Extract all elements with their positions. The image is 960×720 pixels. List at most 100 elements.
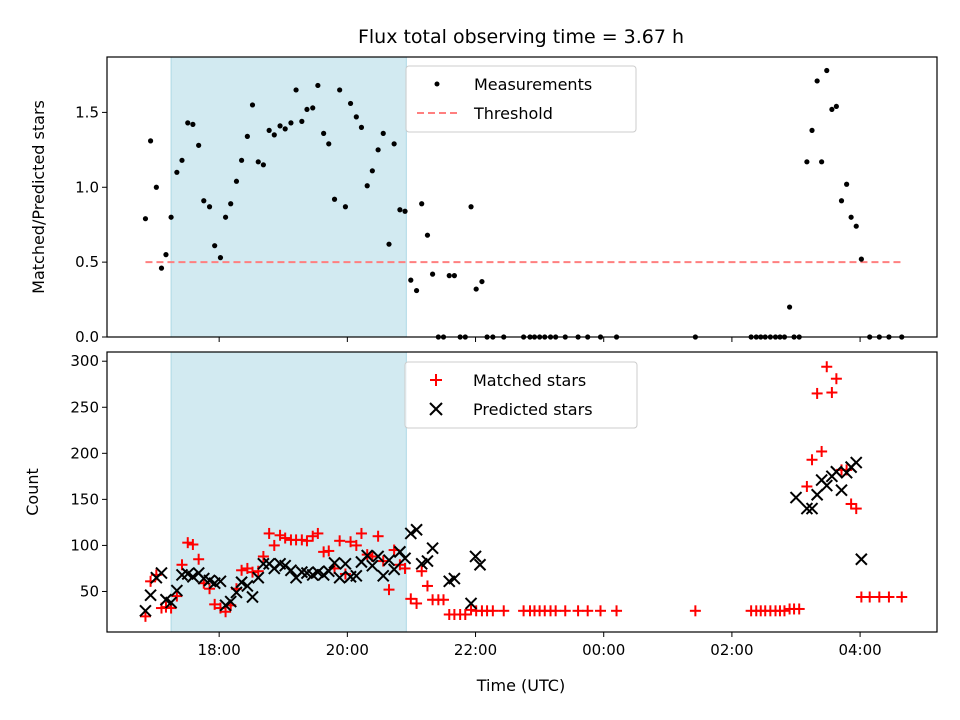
- matched-point: [873, 591, 885, 603]
- predicted-point: [855, 553, 868, 566]
- matched-point: [263, 527, 275, 539]
- matched-point: [850, 503, 862, 515]
- measurement-point: [179, 157, 185, 163]
- x-axis-label: Time (UTC): [476, 676, 565, 695]
- measurement-point: [228, 201, 234, 207]
- predicted-point: [371, 550, 385, 563]
- predicted-point: [186, 570, 200, 583]
- measurement-point: [238, 157, 245, 163]
- measurement-point: [277, 123, 283, 129]
- predicted-point: [404, 527, 418, 540]
- measurement-point: [249, 102, 256, 108]
- bottom-axes-frame: [106, 351, 938, 633]
- measurement-point: [212, 243, 218, 249]
- bottom-y-ticks: 50 100 150 200 250 300: [70, 352, 107, 600]
- matched-point: [883, 591, 895, 603]
- measurement-point: [190, 121, 196, 127]
- series-predicted-stars: [139, 456, 868, 618]
- predicted-point: [473, 558, 487, 571]
- predicted-point: [366, 559, 379, 572]
- matched-point: [498, 605, 510, 617]
- matched-point: [689, 605, 701, 617]
- matched-point: [257, 550, 269, 562]
- matched-point: [220, 606, 232, 618]
- predicted-point: [144, 588, 157, 602]
- measurement-point: [838, 198, 845, 204]
- measurement-point: [429, 271, 436, 277]
- matched-point: [459, 609, 471, 620]
- predicted-point: [155, 566, 168, 580]
- predicted-point: [350, 569, 363, 583]
- bottom-panel: 50 100 150 200 250 300 18:00 20:00 22:00 00:00 02…: [23, 351, 938, 695]
- measurement-point: [824, 67, 830, 74]
- measurement-point: [380, 130, 386, 136]
- matched-point: [301, 535, 313, 547]
- measurement-point: [310, 105, 316, 111]
- x-tick-label: 04:00: [838, 641, 881, 659]
- matched-point: [572, 605, 584, 617]
- top-y-ticks: 0.0 0.5 1.0 1.5: [75, 103, 107, 346]
- measurement-point: [153, 184, 159, 190]
- matched-point: [383, 584, 395, 596]
- matched-point: [182, 537, 194, 549]
- legend-label-measurements: Measurements: [474, 75, 592, 94]
- predicted-point: [322, 565, 335, 578]
- top-y-axis-label: Matched/Predicted stars: [29, 100, 48, 294]
- matched-point: [611, 605, 623, 617]
- top-panel: 0.0 0.5 1.0 1.5 Matched/Predicted stars Mea…: [29, 56, 938, 346]
- predicted-point: [426, 541, 439, 555]
- measurement-point: [358, 124, 365, 130]
- predicted-point: [789, 491, 803, 504]
- matched-point: [268, 539, 280, 551]
- predicted-point: [214, 575, 227, 588]
- matched-point: [355, 527, 367, 539]
- matched-point: [171, 590, 183, 602]
- measurement-point: [386, 241, 392, 247]
- measurement-point: [206, 204, 213, 210]
- matched-point: [193, 553, 205, 565]
- measurement-point: [814, 78, 820, 84]
- matched-point: [801, 480, 813, 492]
- matched-point: [793, 603, 805, 615]
- predicted-point: [810, 488, 824, 501]
- matched-point: [864, 591, 876, 603]
- measurement-point: [786, 304, 793, 310]
- measurement-point: [233, 178, 240, 184]
- bottom-y-axis-label: Count: [23, 468, 42, 516]
- measurement-point: [222, 214, 229, 220]
- matched-point: [187, 539, 199, 550]
- matched-point: [421, 580, 433, 592]
- measurement-point: [288, 120, 294, 126]
- matched-point: [139, 610, 151, 622]
- matched-point: [209, 598, 221, 610]
- measurement-point: [337, 87, 343, 93]
- y-tick-label: 150: [70, 490, 99, 508]
- matched-point: [334, 535, 346, 547]
- measurement-point: [848, 214, 854, 220]
- legend-label-predicted: Predicted stars: [473, 400, 593, 419]
- x-tick-label: 00:00: [582, 641, 625, 659]
- predicted-point: [469, 550, 482, 563]
- predicted-point: [339, 557, 352, 571]
- measurement-point: [446, 273, 452, 279]
- predicted-point: [830, 465, 843, 478]
- matched-point: [806, 454, 818, 466]
- measurement-point: [201, 198, 207, 204]
- y-tick-label: 1.5: [75, 103, 99, 121]
- measurement-point: [829, 106, 835, 113]
- legend-marker-predicted: [429, 402, 443, 416]
- top-axes-frame: [106, 56, 938, 338]
- measurement-point: [271, 132, 277, 138]
- measurement-point: [331, 196, 338, 202]
- predicted-point: [850, 456, 863, 469]
- measurement-point: [397, 207, 403, 213]
- top-legend-box: [405, 65, 637, 133]
- matched-point: [778, 605, 790, 617]
- measurement-point: [347, 100, 354, 107]
- measurement-point: [369, 168, 375, 174]
- x-tick-label: 02:00: [710, 641, 753, 659]
- predicted-point: [219, 599, 232, 612]
- predicted-point: [361, 549, 374, 562]
- measurement-point: [819, 159, 825, 165]
- y-tick-label: 0.0: [75, 328, 99, 346]
